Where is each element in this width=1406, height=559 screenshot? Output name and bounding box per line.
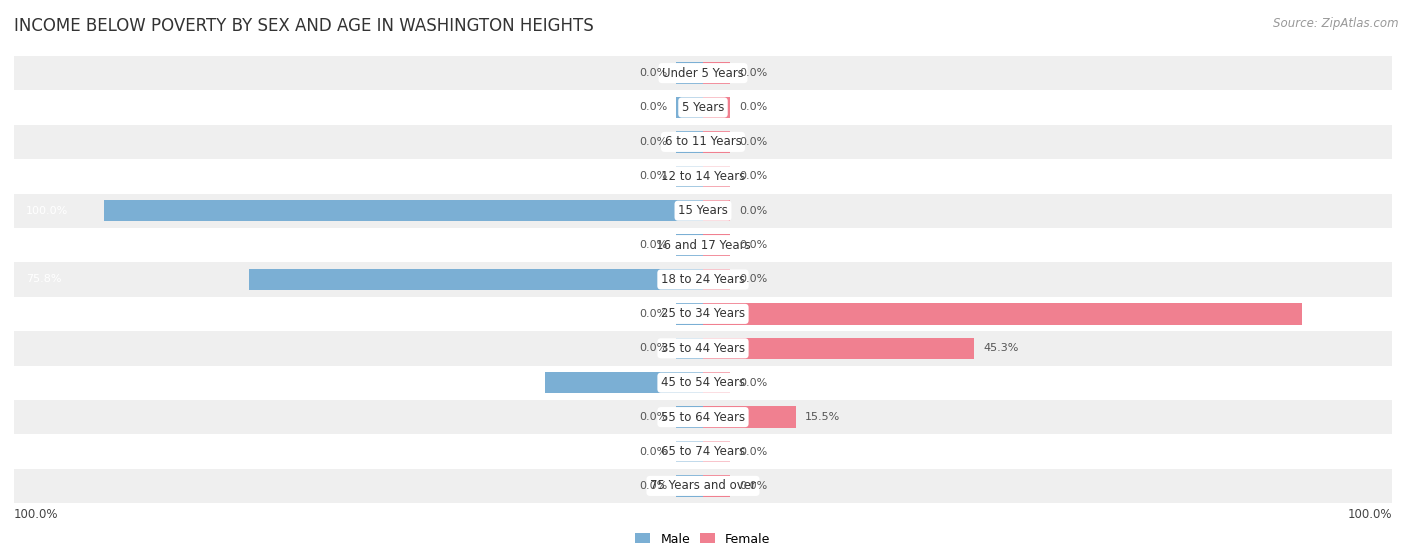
Bar [703,441,730,462]
Bar [703,406,796,428]
Text: 0.0%: 0.0% [740,206,768,216]
Text: 0.0%: 0.0% [740,481,768,491]
Bar [0,297,1406,331]
Bar [249,269,703,290]
Text: 100.0%: 100.0% [27,206,69,216]
Text: 0.0%: 0.0% [638,171,666,181]
Bar [676,97,703,118]
Bar [703,234,730,256]
Bar [0,125,1406,159]
Bar [676,234,703,256]
Text: 0.0%: 0.0% [740,137,768,147]
Bar [0,193,1406,228]
Text: 45 to 54 Years: 45 to 54 Years [661,376,745,389]
Text: 0.0%: 0.0% [740,274,768,285]
Bar [703,372,730,394]
Text: Source: ZipAtlas.com: Source: ZipAtlas.com [1274,17,1399,30]
Text: 0.0%: 0.0% [740,102,768,112]
Bar [0,159,1406,193]
Text: 45.3%: 45.3% [983,343,1019,353]
Bar [676,63,703,84]
Text: 0.0%: 0.0% [638,447,666,457]
Text: 6 to 11 Years: 6 to 11 Years [665,135,741,148]
Bar [546,372,703,394]
Text: 25 to 34 Years: 25 to 34 Years [661,307,745,320]
Bar [0,56,1406,91]
Bar [676,131,703,153]
Text: 0.0%: 0.0% [638,137,666,147]
Text: 0.0%: 0.0% [638,240,666,250]
Bar [676,441,703,462]
Bar [703,97,730,118]
Text: 0.0%: 0.0% [740,171,768,181]
Legend: Male, Female: Male, Female [630,528,776,551]
Bar [703,338,974,359]
Text: 12 to 14 Years: 12 to 14 Years [661,170,745,183]
Bar [0,228,1406,262]
Bar [676,338,703,359]
Bar [703,63,730,84]
Text: 100.0%: 100.0% [1337,309,1379,319]
Bar [703,200,730,221]
Bar [703,131,730,153]
Text: 0.0%: 0.0% [740,68,768,78]
Bar [676,165,703,187]
Bar [0,331,1406,366]
Text: 100.0%: 100.0% [14,508,59,521]
Bar [0,468,1406,503]
Text: 0.0%: 0.0% [740,240,768,250]
Text: INCOME BELOW POVERTY BY SEX AND AGE IN WASHINGTON HEIGHTS: INCOME BELOW POVERTY BY SEX AND AGE IN W… [14,17,593,35]
Text: 35 to 44 Years: 35 to 44 Years [661,342,745,355]
Bar [676,406,703,428]
Bar [703,165,730,187]
Bar [0,91,1406,125]
Text: 0.0%: 0.0% [638,102,666,112]
Text: 75.8%: 75.8% [27,274,62,285]
Text: 5 Years: 5 Years [682,101,724,114]
Bar [703,269,730,290]
Text: 0.0%: 0.0% [740,447,768,457]
Text: 0.0%: 0.0% [740,378,768,388]
Text: 0.0%: 0.0% [638,412,666,422]
Text: 15 Years: 15 Years [678,204,728,217]
Bar [0,400,1406,434]
Text: 18 to 24 Years: 18 to 24 Years [661,273,745,286]
Text: 55 to 64 Years: 55 to 64 Years [661,411,745,424]
Bar [676,475,703,496]
Text: 16 and 17 Years: 16 and 17 Years [655,239,751,252]
Text: 0.0%: 0.0% [638,68,666,78]
Text: 65 to 74 Years: 65 to 74 Years [661,445,745,458]
Text: 100.0%: 100.0% [1347,508,1392,521]
Text: 0.0%: 0.0% [638,343,666,353]
Bar [703,303,1302,325]
Bar [703,475,730,496]
Text: 0.0%: 0.0% [638,481,666,491]
Text: 26.3%: 26.3% [27,378,62,388]
Text: 15.5%: 15.5% [804,412,841,422]
Bar [0,262,1406,297]
Bar [104,200,703,221]
Text: Under 5 Years: Under 5 Years [662,67,744,79]
Text: 75 Years and over: 75 Years and over [650,480,756,492]
Bar [0,434,1406,468]
Bar [676,303,703,325]
Text: 0.0%: 0.0% [638,309,666,319]
Bar [0,366,1406,400]
